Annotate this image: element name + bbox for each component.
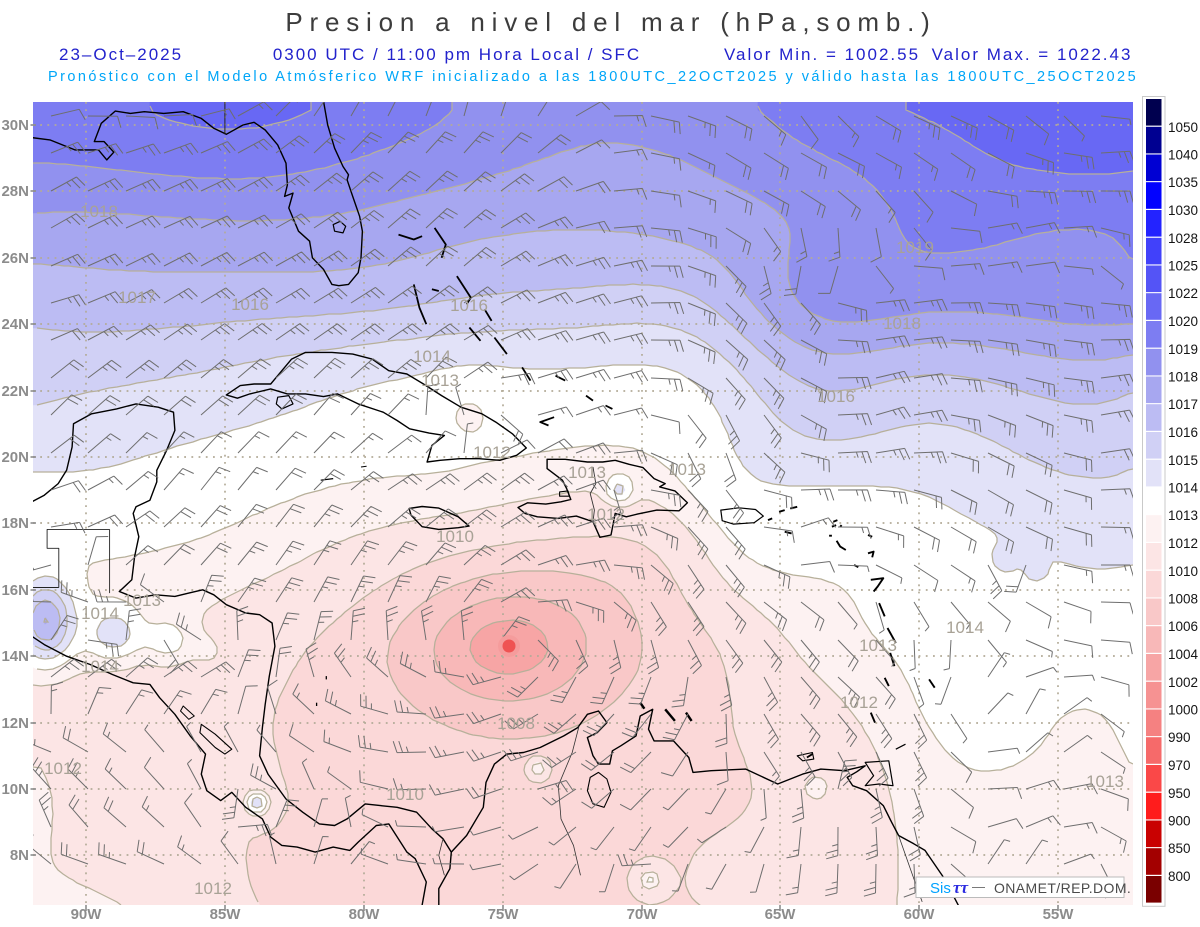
svg-text:28N: 28N	[1, 183, 29, 200]
svg-text:1014: 1014	[1168, 481, 1199, 496]
svg-text:1018: 1018	[80, 202, 118, 221]
svg-text:1030: 1030	[1168, 203, 1198, 218]
svg-text:1012: 1012	[587, 505, 625, 524]
svg-text:1017: 1017	[118, 288, 156, 307]
svg-text:24N: 24N	[1, 316, 29, 333]
svg-text:1013: 1013	[668, 460, 706, 479]
svg-text:23–Oct–2025: 23–Oct–2025	[59, 45, 183, 64]
svg-text:80W: 80W	[349, 906, 381, 923]
svg-text:1018: 1018	[883, 314, 921, 333]
svg-text:30N: 30N	[1, 117, 29, 134]
svg-text:75W: 75W	[488, 906, 520, 923]
svg-text:850: 850	[1168, 841, 1191, 856]
svg-text:1012: 1012	[194, 879, 232, 898]
svg-text:1019: 1019	[1168, 342, 1198, 357]
svg-text:1019: 1019	[896, 238, 934, 257]
svg-text:1014: 1014	[946, 618, 984, 637]
svg-text:1022: 1022	[1168, 286, 1198, 301]
svg-text:Valor Max. = 1022.43: Valor Max. = 1022.43	[932, 45, 1133, 64]
svg-text:65W: 65W	[765, 906, 797, 923]
svg-text:20N: 20N	[1, 449, 29, 466]
svg-text:950: 950	[1168, 786, 1191, 801]
svg-text:55W: 55W	[1043, 906, 1075, 923]
svg-text:Sis: Sis	[930, 880, 951, 897]
svg-text:1016: 1016	[231, 295, 269, 314]
svg-text:1014: 1014	[413, 347, 451, 366]
svg-text:1016: 1016	[817, 387, 855, 406]
svg-text:1012: 1012	[840, 693, 878, 712]
svg-text:1035: 1035	[1168, 175, 1198, 190]
svg-text:ττ: ττ	[953, 878, 969, 897]
svg-text:1013: 1013	[1168, 508, 1198, 523]
svg-text:1010: 1010	[436, 527, 474, 546]
svg-text:1012: 1012	[1168, 536, 1198, 551]
svg-text:—: —	[972, 879, 985, 894]
svg-text:12N: 12N	[1, 715, 29, 732]
svg-text:0300 UTC / 11:00 pm Hora Local: 0300 UTC / 11:00 pm Hora Local / SFC	[273, 45, 641, 64]
svg-text:1025: 1025	[1168, 259, 1198, 274]
svg-text:60W: 60W	[904, 906, 936, 923]
svg-text:1006: 1006	[1168, 619, 1198, 634]
svg-text:1017: 1017	[1168, 397, 1198, 412]
svg-text:14N: 14N	[1, 648, 29, 665]
svg-text:800: 800	[1168, 869, 1191, 884]
svg-text:1010: 1010	[1168, 564, 1198, 579]
svg-text:1012: 1012	[44, 759, 82, 778]
svg-text:ONAMET/REP.DOM.: ONAMET/REP.DOM.	[994, 880, 1131, 896]
svg-text:1000: 1000	[1168, 703, 1198, 718]
svg-text:1020: 1020	[1168, 314, 1198, 329]
svg-text:1050: 1050	[1168, 120, 1198, 135]
svg-text:1004: 1004	[1168, 647, 1199, 662]
svg-text:90W: 90W	[71, 906, 103, 923]
svg-text:10N: 10N	[1, 781, 29, 798]
svg-text:Valor Min. = 1002.55: Valor Min. = 1002.55	[724, 45, 920, 64]
svg-text:Presion a nivel del mar (hPa,s: Presion a nivel del mar (hPa,somb.)	[285, 7, 936, 37]
svg-text:18N: 18N	[1, 515, 29, 532]
svg-text:22N: 22N	[1, 383, 29, 400]
svg-text:900: 900	[1168, 814, 1191, 829]
svg-text:70W: 70W	[627, 906, 659, 923]
svg-text:1002: 1002	[1168, 675, 1198, 690]
svg-text:1016: 1016	[450, 296, 488, 315]
svg-text:85W: 85W	[210, 906, 242, 923]
svg-text:990: 990	[1168, 730, 1191, 745]
svg-text:1013: 1013	[1086, 772, 1124, 791]
svg-text:1013: 1013	[421, 371, 459, 390]
svg-text:1012: 1012	[473, 443, 511, 462]
svg-text:1016: 1016	[1168, 425, 1198, 440]
svg-text:Pronóstico con el Modelo Atmós: Pronóstico con el Modelo Atmósferico WRF…	[48, 69, 1138, 85]
svg-text:1014: 1014	[81, 657, 119, 676]
svg-text:1010: 1010	[386, 785, 424, 804]
svg-text:1015: 1015	[1168, 453, 1198, 468]
svg-text:1028: 1028	[1168, 231, 1198, 246]
svg-text:1008: 1008	[497, 714, 535, 733]
svg-text:1014: 1014	[81, 604, 119, 623]
svg-text:26N: 26N	[1, 250, 29, 267]
svg-text:1013: 1013	[568, 463, 606, 482]
svg-text:1013: 1013	[859, 636, 897, 655]
svg-text:1040: 1040	[1168, 148, 1198, 163]
svg-text:16N: 16N	[1, 582, 29, 599]
svg-text:1018: 1018	[1168, 370, 1198, 385]
svg-text:8N: 8N	[10, 847, 29, 864]
svg-text:1013: 1013	[123, 591, 161, 610]
svg-text:1008: 1008	[1168, 592, 1198, 607]
svg-text:970: 970	[1168, 758, 1191, 773]
